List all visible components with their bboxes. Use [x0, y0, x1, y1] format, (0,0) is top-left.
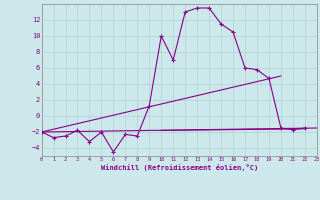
- X-axis label: Windchill (Refroidissement éolien,°C): Windchill (Refroidissement éolien,°C): [100, 164, 258, 171]
